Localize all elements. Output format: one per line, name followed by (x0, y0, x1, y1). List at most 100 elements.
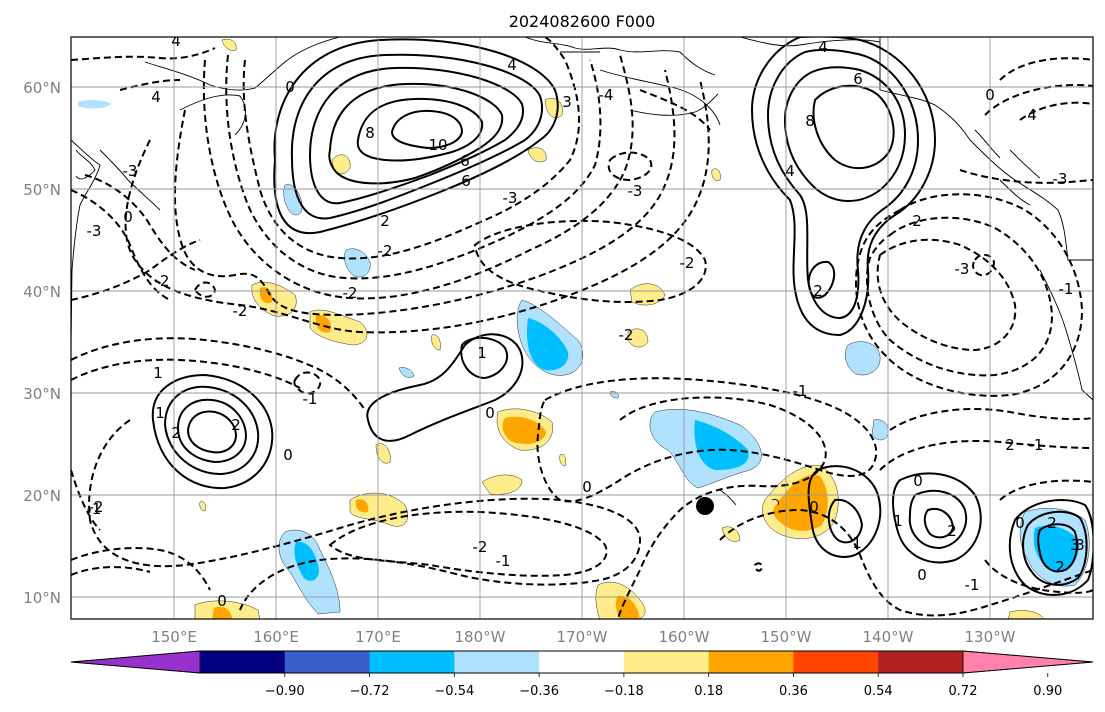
colorbar-cell (878, 651, 964, 673)
map-panel: 4 4 6 8 10 6 4 2 0 -2 -3 3 -3 -2 -4 4 6 … (70, 32, 1094, 620)
contour-label: -3 (503, 189, 518, 207)
contour-label: 2 (171, 424, 181, 442)
contour-label: -1 (87, 500, 102, 518)
blue-anomaly (398, 367, 415, 378)
contour-label: -2 (89, 498, 104, 516)
contour-label: -2 (343, 284, 358, 302)
lon-label: 150°E (151, 628, 197, 646)
contour-label: -1 (496, 552, 511, 570)
contour-label: 4 (1027, 106, 1037, 124)
contour-label: 8 (365, 124, 375, 142)
lon-label: 140°W (863, 628, 914, 646)
contour-label: 0 (123, 208, 133, 226)
colorbar-tick-label: −0.72 (350, 684, 390, 699)
contour-label: -1 (303, 390, 318, 408)
colorbar-outline (70, 650, 1094, 674)
contour-label: -4 (599, 86, 614, 104)
orange-anomaly (615, 595, 640, 619)
contour-label: 2 (380, 212, 390, 230)
colorbar-tick-label: −0.36 (519, 684, 559, 699)
contour-label: 0 (485, 404, 495, 422)
lon-label: 170°E (355, 628, 401, 646)
orange-anomaly (315, 314, 332, 333)
contour-label: 2 (912, 212, 922, 230)
gridlines (71, 37, 1093, 619)
yellow-anomaly (431, 334, 441, 351)
contour-label: 6 (460, 152, 470, 170)
orange-anomaly (355, 499, 369, 513)
contour-label: -2 (680, 254, 695, 272)
contour-label: 2 (1005, 436, 1015, 454)
lon-label: 180°W (455, 628, 506, 646)
contour-label: 6 (461, 172, 471, 190)
contour-labels: 4 4 6 8 10 6 4 2 0 -2 -3 3 -3 -2 -4 4 6 … (87, 32, 1085, 610)
lat-label: 20°N (23, 487, 61, 505)
contour-label: 0 (582, 478, 592, 496)
contour-label: 4 (785, 162, 795, 180)
contour-label: -1 (965, 576, 980, 594)
blue-anomaly (78, 99, 112, 109)
yellow-anomaly (1008, 610, 1045, 619)
contour-label: 2 (1055, 558, 1065, 576)
latitude-labels: 60°N 50°N 40°N 30°N 20°N 10°N (23, 79, 61, 607)
colorbar-cells (70, 650, 1094, 674)
lat-label: 50°N (23, 181, 61, 199)
contour-label: 0 (217, 592, 227, 610)
yellow-anomaly (559, 454, 566, 467)
yellow-anomaly (221, 38, 237, 51)
yellow-anomaly (627, 328, 649, 348)
contour-label: 0 (1015, 514, 1025, 532)
contour-label: -3 (955, 260, 970, 278)
contour-label: -2 (155, 272, 170, 290)
yellow-anomaly (711, 168, 721, 181)
yellow-anomaly (721, 526, 741, 542)
colorbar-extend-low (70, 650, 201, 674)
blue-anomaly (694, 420, 749, 470)
contour-label: 4 (171, 32, 181, 50)
orange-anomaly (212, 606, 232, 619)
contour-label: 0 (809, 498, 819, 516)
lat-label: 10°N (23, 589, 61, 607)
contour-label: 1 (153, 364, 163, 382)
blue-anomaly (344, 248, 371, 278)
colorbar-extend-high (962, 650, 1094, 674)
colorbar-tick-label: −0.90 (265, 684, 305, 699)
lon-label: 160°E (253, 628, 299, 646)
contour-label: 3 (562, 93, 572, 111)
lat-label: 60°N (23, 79, 61, 97)
colorbar-cell (284, 651, 371, 673)
colorbar-ticks: −0.90 −0.72 −0.54 −0.36 −0.18 0.18 0.36 0.54 0.7… (265, 673, 1062, 699)
contour-label: -1 (793, 382, 808, 400)
contour-label: 1 (155, 404, 165, 422)
colorbar-cell (539, 651, 625, 673)
contour-label: -3 (628, 182, 643, 200)
contour-label: 3 (1070, 536, 1080, 554)
yellow-anomaly (527, 147, 547, 163)
colorbar-cell (708, 651, 794, 673)
colorbar-tick-label: −0.54 (434, 684, 474, 699)
colorbar-cell (369, 651, 455, 673)
contour-label: 0 (285, 78, 295, 96)
blue-anomaly (294, 541, 319, 581)
coastlines (71, 37, 1093, 506)
contour-label: 0 (913, 472, 923, 490)
contour-label: -2 (619, 326, 634, 344)
contour-label: 0 (917, 566, 927, 584)
lon-label: 170°W (557, 628, 608, 646)
orange-anomaly (773, 474, 828, 531)
shaded-anomalies (78, 38, 1090, 619)
colorbar-cell (200, 651, 286, 673)
contour-label: 2 (231, 416, 241, 434)
lon-label: 150°W (761, 628, 812, 646)
contour-label: -2 (378, 242, 393, 260)
yellow-anomaly (199, 501, 206, 512)
yellow-anomaly (629, 283, 666, 306)
contour-label: 1 (477, 344, 487, 362)
colorbar-tick-label: 0.90 (1033, 684, 1062, 699)
contour-label: 4 (507, 56, 517, 74)
contour-label: -3 (1053, 170, 1068, 188)
contour-label: -1 (1029, 436, 1044, 454)
contour-label: 0 (283, 446, 293, 464)
contour-label: -3 (123, 162, 138, 180)
